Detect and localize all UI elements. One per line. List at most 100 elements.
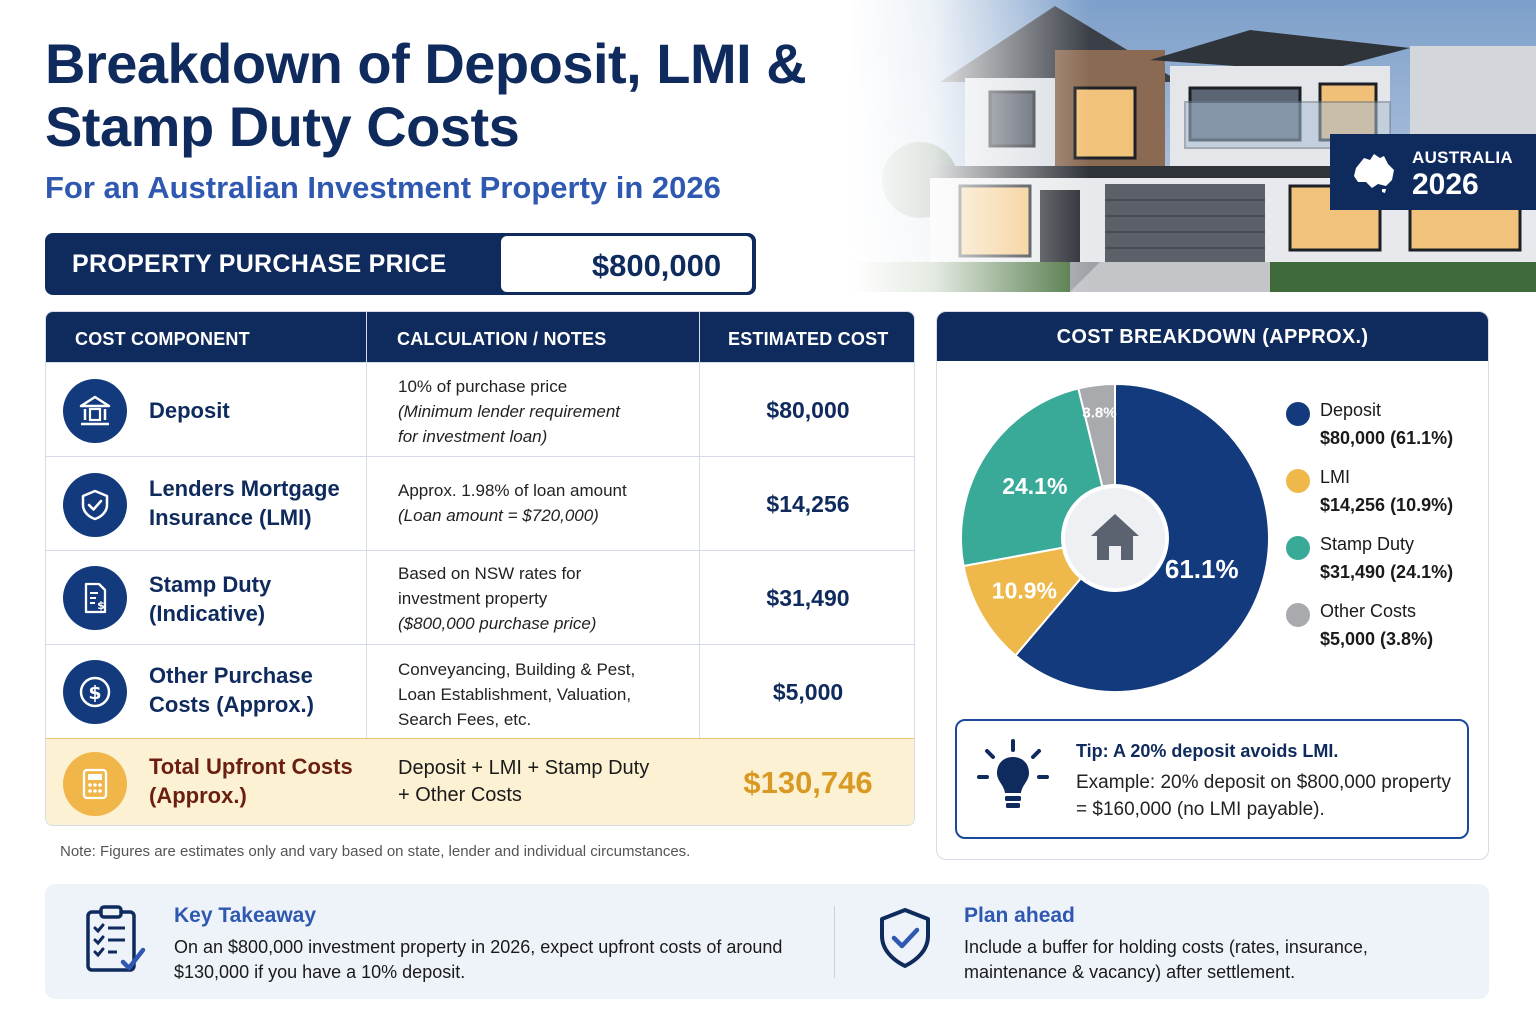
component-line: (Indicative) xyxy=(149,601,266,626)
calculation-notes: Based on NSW rates for investment proper… xyxy=(398,561,596,636)
legend-swatch xyxy=(1286,603,1310,627)
table-row-total: Total Upfront Costs (Approx.) Deposit + … xyxy=(46,738,914,825)
badge-year: 2026 xyxy=(1412,168,1479,201)
legend-swatch xyxy=(1286,402,1310,426)
divider xyxy=(834,906,835,978)
svg-text:$: $ xyxy=(88,682,101,704)
note-line: (Minimum lender requirement xyxy=(398,402,621,421)
note-line: (Loan amount = $720,000) xyxy=(398,506,599,525)
purchase-price-value: $800,000 xyxy=(591,248,722,283)
component-label: Deposit xyxy=(149,398,230,423)
tip-text: Example: 20% deposit on $800,000 propert… xyxy=(1076,772,1451,820)
table-row-deposit: Deposit 10% of purchase price (Minimum l… xyxy=(46,362,914,456)
calculator-icon xyxy=(63,752,127,816)
page-subtitle: For an Australian Investment Property in… xyxy=(45,170,721,205)
house-icon xyxy=(1091,514,1139,560)
component-label: Other Purchase Costs (Approx.) xyxy=(149,661,314,719)
badge-country: AUSTRALIA xyxy=(1412,148,1513,167)
header-estimated-cost: ESTIMATED COST xyxy=(728,329,889,349)
key-takeaway-title: Key Takeaway xyxy=(174,904,317,927)
hero-fade xyxy=(850,0,1090,292)
svg-text:$: $ xyxy=(97,599,105,612)
column-divider xyxy=(699,312,700,825)
shield-check-icon xyxy=(880,908,930,968)
note-line: Based on NSW rates for xyxy=(398,564,582,583)
component-label: Stamp Duty (Indicative) xyxy=(149,570,271,628)
tip-title: Tip: A 20% deposit avoids LMI. xyxy=(1076,741,1339,761)
legend-swatch xyxy=(1286,536,1310,560)
legend-name: Other Costs xyxy=(1320,601,1417,621)
legend-name: Deposit xyxy=(1320,400,1382,420)
cost-table: COST COMPONENT CALCULATION / NOTES ESTIM… xyxy=(45,311,915,826)
component-label: Total Upfront Costs (Approx.) xyxy=(149,752,353,810)
plan-ahead-title: Plan ahead xyxy=(964,904,1075,927)
pie-percent-label: 3.8% xyxy=(1082,405,1116,422)
note-line: Deposit + LMI + Stamp Duty xyxy=(398,757,650,779)
component-line: (Approx.) xyxy=(149,783,247,808)
tip-box: Tip: A 20% deposit avoids LMI. Example: … xyxy=(955,719,1469,839)
australia-map-icon xyxy=(1354,154,1394,193)
purchase-price-box: $800,000 xyxy=(501,236,752,292)
estimated-cost: $80,000 xyxy=(766,397,850,423)
note-line: Approx. 1.98% of loan amount xyxy=(398,481,627,500)
calculation-notes: 10% of purchase price (Minimum lender re… xyxy=(398,374,620,449)
key-takeaway-text: On an $800,000 investment property in 20… xyxy=(174,937,783,982)
estimated-cost: $31,490 xyxy=(766,585,850,611)
note-line: investment property xyxy=(398,589,548,608)
legend-value: $14,256 (10.9%) xyxy=(1320,495,1454,515)
table-row-stamp-duty: $ Stamp Duty (Indicative) Based on NSW r… xyxy=(46,550,914,644)
legend-name: Stamp Duty xyxy=(1320,534,1415,554)
legend-value: $80,000 (61.1%) xyxy=(1320,428,1454,448)
component-line: Costs (Approx.) xyxy=(149,692,314,717)
bottom-banner: Key Takeaway On an $800,000 investment p… xyxy=(45,884,1489,999)
table-row-lmi: Lenders Mortgage Insurance (LMI) Approx.… xyxy=(46,456,914,550)
note-line: 10% of purchase price xyxy=(398,377,568,396)
total-cost: $130,746 xyxy=(743,765,873,800)
component-line: Stamp Duty xyxy=(149,572,272,597)
lightbulb-icon xyxy=(977,739,1049,808)
component-line: Total Upfront Costs xyxy=(149,754,353,779)
dollar-circle-icon: $ xyxy=(63,660,127,724)
table-header: COST COMPONENT CALCULATION / NOTES ESTIM… xyxy=(46,312,914,362)
chart-title: COST BREAKDOWN (APPROX.) xyxy=(937,312,1488,361)
pie-chart: 61.1% 10.9% 24.1% 3.8% xyxy=(960,382,1270,693)
legend-name: LMI xyxy=(1320,467,1351,487)
note-line: for investment loan) xyxy=(398,427,548,446)
australia-2026-badge: AUSTRALIA 2026 xyxy=(1330,134,1536,210)
table-row-other-costs: $ Other Purchase Costs (Approx.) Conveya… xyxy=(46,644,914,738)
component-line: Insurance (LMI) xyxy=(149,505,312,530)
note-line: Search Fees, etc. xyxy=(398,710,532,729)
bank-icon xyxy=(63,379,127,443)
pie-percent-label: 61.1% xyxy=(1165,554,1239,584)
purchase-price-bar: PROPERTY PURCHASE PRICE $800,000 xyxy=(45,233,756,295)
component-line: Lenders Mortgage xyxy=(149,476,340,501)
legend-swatch xyxy=(1286,469,1310,493)
document-dollar-icon: $ xyxy=(63,566,127,630)
header-cost-component: COST COMPONENT xyxy=(75,329,250,349)
cost-breakdown-panel: COST BREAKDOWN (APPROX.) xyxy=(936,311,1489,860)
plan-ahead-text: Include a buffer for holding costs (rate… xyxy=(964,937,1368,982)
shield-check-icon xyxy=(63,473,127,537)
legend-value: $31,490 (24.1%) xyxy=(1320,562,1454,582)
disclaimer-note: Note: Figures are estimates only and var… xyxy=(60,843,691,860)
page-title: Breakdown of Deposit, LMI & Stamp Duty C… xyxy=(45,32,885,158)
title-line-1: Breakdown of Deposit, LMI & xyxy=(45,32,807,95)
column-divider xyxy=(366,312,367,825)
note-line: Conveyancing, Building & Pest, xyxy=(398,660,636,679)
note-line: Loan Establishment, Valuation, xyxy=(398,685,632,704)
note-line: + Other Costs xyxy=(398,784,522,806)
title-line-2: Stamp Duty Costs xyxy=(45,95,520,158)
calculation-notes: Deposit + LMI + Stamp Duty + Other Costs xyxy=(398,755,649,809)
component-line: Other Purchase xyxy=(149,663,313,688)
header-calculation-notes: CALCULATION / NOTES xyxy=(397,329,607,349)
component-label: Lenders Mortgage Insurance (LMI) xyxy=(149,474,340,532)
estimated-cost: $14,256 xyxy=(766,491,850,517)
pie-percent-label: 24.1% xyxy=(1002,473,1067,499)
purchase-price-label: PROPERTY PURCHASE PRICE xyxy=(72,250,447,278)
legend-value: $5,000 (3.8%) xyxy=(1320,629,1434,649)
calculation-notes: Conveyancing, Building & Pest, Loan Esta… xyxy=(398,657,635,732)
pie-percent-label: 10.9% xyxy=(992,578,1057,604)
note-line: ($800,000 purchase price) xyxy=(398,614,597,633)
calculation-notes: Approx. 1.98% of loan amount (Loan amoun… xyxy=(398,478,627,528)
clipboard-checklist-icon xyxy=(86,905,146,972)
